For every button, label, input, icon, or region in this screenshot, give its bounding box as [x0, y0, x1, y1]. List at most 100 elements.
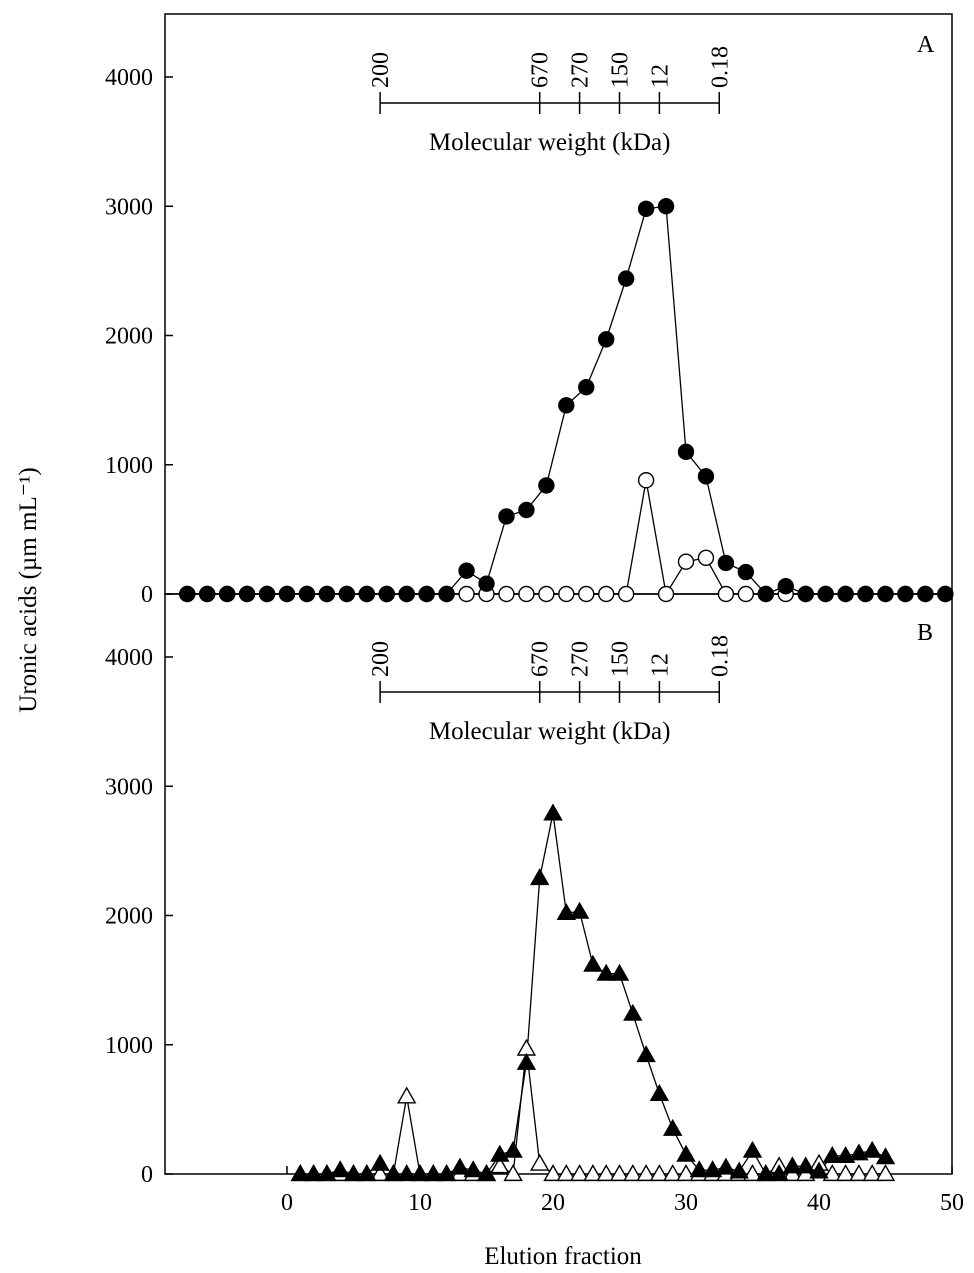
- data-point-filled-triangle: [396, 1164, 417, 1182]
- data-point-filled-triangle: [782, 1156, 803, 1174]
- data-point-filled-triangle: [357, 1164, 377, 1182]
- data-point-filled-circle: [258, 585, 276, 603]
- data-point-open-triangle: [742, 1164, 763, 1182]
- mw-scale-label: 150: [608, 641, 634, 677]
- data-point-open-triangle: [583, 1164, 603, 1182]
- y-tick-label: 1000: [105, 453, 153, 479]
- data-point-filled-circle: [298, 585, 316, 603]
- data-point-filled-triangle: [756, 1164, 776, 1182]
- data-point-filled-circle: [278, 585, 296, 603]
- mw-scale-label: 270: [568, 641, 594, 677]
- y-tick-label: 2000: [105, 324, 153, 350]
- data-point-open-circle: [498, 585, 515, 603]
- mw-scale-label: 200: [368, 641, 394, 677]
- y-tick-label: 1000: [105, 1033, 153, 1059]
- data-point-filled-circle: [578, 379, 595, 396]
- data-point-filled-circle: [737, 563, 755, 581]
- data-point-filled-circle: [897, 585, 914, 603]
- data-point-filled-circle: [637, 200, 655, 218]
- data-point-open-circle: [578, 585, 595, 603]
- data-point-open-triangle: [556, 1164, 577, 1182]
- data-point-filled-circle: [857, 585, 874, 603]
- data-point-open-circle: [518, 585, 535, 603]
- series-line-filled-triangle: [300, 813, 886, 1175]
- data-point-filled-circle: [797, 585, 814, 603]
- mw-scale-label: 12: [647, 64, 673, 88]
- data-point-open-circle: [598, 585, 615, 603]
- mw-scale-label: 150: [608, 52, 634, 88]
- series-line-open-triangle: [300, 1048, 886, 1176]
- data-point-open-circle: [677, 553, 695, 570]
- data-point-open-circle: [717, 585, 735, 603]
- data-point-filled-triangle: [569, 901, 590, 919]
- data-point-filled-triangle: [676, 1144, 696, 1162]
- x-tick-label: 50: [940, 1190, 964, 1216]
- data-point-filled-triangle: [463, 1160, 483, 1178]
- data-point-filled-triangle: [649, 1083, 670, 1101]
- x-tick-label: 30: [674, 1190, 698, 1216]
- data-point-open-triangle: [822, 1164, 843, 1182]
- data-point-filled-triangle: [450, 1157, 470, 1175]
- data-point-filled-triangle: [623, 1003, 643, 1021]
- data-point-open-circle: [558, 585, 575, 603]
- data-point-filled-circle: [218, 585, 236, 603]
- data-point-filled-triangle: [503, 1140, 523, 1158]
- data-point-filled-circle: [338, 585, 356, 603]
- y-tick-label: 4000: [105, 645, 153, 671]
- x-tick-label: 40: [807, 1190, 831, 1216]
- data-point-open-triangle: [529, 1153, 550, 1171]
- x-tick-label: 20: [541, 1190, 565, 1216]
- data-point-open-triangle: [862, 1164, 882, 1182]
- data-point-filled-triangle: [729, 1161, 749, 1179]
- data-point-filled-circle: [478, 575, 495, 592]
- mw-scale-label: 0.18: [707, 635, 733, 677]
- x-tick-label: 0: [281, 1190, 293, 1216]
- mw-scale-label: 200: [368, 52, 394, 88]
- data-point-filled-triangle: [609, 963, 630, 981]
- data-point-open-circle: [458, 585, 475, 603]
- data-point-filled-circle: [757, 585, 774, 603]
- data-point-filled-circle: [418, 585, 435, 603]
- data-point-open-triangle: [569, 1164, 590, 1182]
- y-tick-label: 0: [141, 582, 153, 608]
- data-point-filled-circle: [677, 443, 695, 461]
- data-point-filled-triangle: [303, 1164, 324, 1182]
- data-point-filled-circle: [358, 585, 375, 603]
- data-point-filled-circle: [238, 585, 256, 603]
- data-point-filled-circle: [777, 578, 794, 595]
- y-tick-label: 3000: [105, 194, 153, 220]
- panel-b-plot: 0 1000 2000 3000 4000 0 10 20 30 40 50 200 670 270 150…: [105, 635, 964, 1216]
- data-point-open-triangle: [849, 1164, 869, 1182]
- data-point-filled-triangle: [370, 1153, 390, 1171]
- data-point-open-triangle: [370, 1164, 390, 1182]
- data-point-filled-circle: [617, 270, 635, 287]
- data-point-open-triangle: [875, 1164, 896, 1182]
- data-point-filled-circle: [318, 585, 336, 603]
- data-point-filled-circle: [179, 585, 196, 603]
- data-point-filled-circle: [558, 397, 575, 414]
- data-point-filled-circle: [598, 331, 615, 348]
- data-point-filled-circle: [198, 585, 216, 603]
- y-axis-title: Uronic acids (µm mL⁻¹): [15, 467, 42, 712]
- data-point-filled-triangle: [742, 1140, 763, 1158]
- data-point-filled-triangle: [875, 1147, 896, 1165]
- data-point-filled-circle: [438, 585, 455, 603]
- data-point-open-triangle: [516, 1038, 537, 1056]
- panel-b-frame: [164, 593, 953, 1175]
- data-point-open-triangle: [596, 1164, 616, 1182]
- data-point-filled-triangle: [689, 1160, 710, 1178]
- data-point-open-triangle: [543, 1164, 563, 1182]
- data-point-filled-circle: [937, 585, 954, 603]
- data-point-open-circle: [657, 585, 675, 603]
- data-point-open-circle: [737, 585, 755, 603]
- series-line-open-circle: [187, 480, 946, 596]
- data-point-open-triangle: [503, 1164, 523, 1182]
- data-point-filled-triangle: [583, 954, 603, 972]
- data-point-filled-triangle: [716, 1157, 736, 1175]
- data-point-filled-triangle: [822, 1145, 843, 1163]
- mw-scale-label: 670: [528, 641, 554, 677]
- y-tick-label: 4000: [105, 65, 153, 91]
- panel-a-letter: A: [917, 32, 935, 58]
- data-point-open-triangle: [396, 1086, 417, 1104]
- mw-scale-label: 670: [528, 52, 554, 88]
